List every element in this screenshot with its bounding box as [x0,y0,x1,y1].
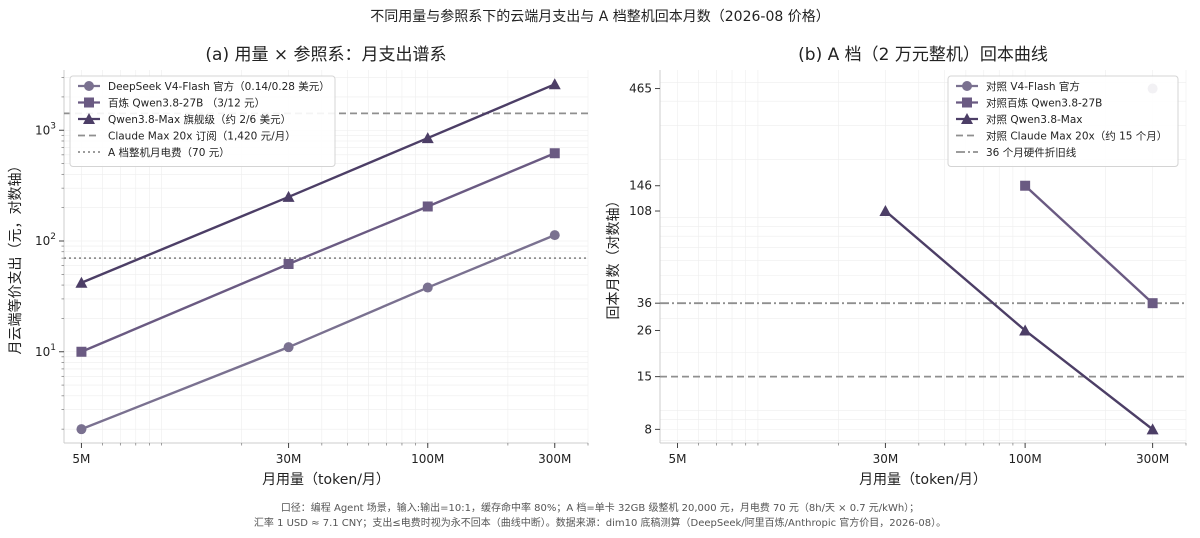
data-point [283,258,294,269]
footnote-line-2: 汇率 1 USD ≈ 7.1 CNY；支出≤电费时视为永不回本（曲线中断）。数据… [254,516,946,529]
legend-frame [69,75,336,167]
series-line [80,234,556,431]
y-tick-label-8: 8 [644,422,652,436]
y-tick-label-100: 102 [35,232,56,248]
data-point [1147,298,1158,309]
legend-entry-3: 对照 Qwen3.8-Max [986,113,1083,126]
x-axis-label: 月用量（token/月） [262,472,390,488]
data-point [75,276,88,288]
legend-swatch-marker [84,81,94,91]
data-point [76,346,87,357]
legend: DeepSeek V4-Flash 官方（0.14/0.28 美元） 百炼 Qwe… [69,75,336,167]
legend-entry-5: A 档整机月电费（70 元） [108,146,230,159]
panel-b-payback-curve: 5M 30M 100M 300M 8 15 26 36 108 146 465 (b) A 档（2 万… [606,45,1187,488]
data-point [549,230,560,241]
series-line [884,210,1154,431]
series-2 [1020,180,1158,309]
series-line [80,152,556,353]
legend-swatch-marker [961,113,973,124]
y-axis-label: 回本月数（对数轴） [606,194,622,320]
x-tick-label-5m: 5M [669,452,687,466]
y-tick-label-465: 465 [629,82,652,96]
legend-frame [947,75,1179,167]
data-point [879,205,892,217]
legend-entry-4: Claude Max 20x 订阅（1,420 元/月） [108,130,296,143]
legend-entry-5: 36 个月硬件折旧线 [986,146,1077,159]
data-point [282,190,295,202]
y-tick-label-108: 108 [629,204,652,218]
x-axis-label: 月用量（token/月） [859,472,987,488]
y-tick-label-1000: 103 [35,121,56,137]
x-tick-label-100m: 100M [1008,452,1041,466]
footnote-line-1: 口径：编程 Agent 场景，输入:输出=10:1，缓存命中率 80%；A 档=… [281,501,919,514]
y-tick-label-36: 36 [637,296,652,310]
data-point [76,424,87,435]
legend-entry-4: 对照 Claude Max 20x（约 15 个月） [986,130,1167,143]
legend-swatch-marker [83,113,95,124]
x-tick-label-300m: 300M [1136,452,1169,466]
legend-entry-3: Qwen3.8-Max 旗舰级（约 2/6 美元） [108,113,291,126]
x-tick-label-5m: 5M [72,452,90,466]
data-point [1146,423,1159,435]
y-tick-label-15: 15 [637,370,652,384]
y-tick-label-146: 146 [629,179,652,193]
series-3 [879,205,1159,435]
panel-a-monthly-spend: 5M 30M 100M 300M 101 102 103 (a) 用量 × 参照系：月支出谱系… [7,45,589,488]
data-point [548,78,561,90]
legend-swatch-marker [962,97,972,108]
figure-title: 不同用量与参照系下的云端月支出与 A 档整机回本月数（2026-08 价格） [370,8,829,25]
x-tick-label-100m: 100M [411,452,444,466]
panel-title: (a) 用量 × 参照系：月支出谱系 [205,45,446,65]
y-tick-label-10: 101 [35,343,56,359]
series-2 [76,148,560,357]
x-tick-label-30m: 30M [873,452,899,466]
series-line [1024,184,1154,305]
data-point [421,132,434,144]
data-point [1020,180,1031,191]
legend-swatch-marker [84,97,94,108]
data-point [283,342,294,353]
series-1 [76,230,560,435]
series-3 [75,78,561,288]
legend-entry-1: 对照 V4-Flash 官方 [986,80,1080,93]
series-line [80,83,556,284]
data-point [1019,324,1032,336]
legend-entry-1: DeepSeek V4-Flash 官方（0.14/0.28 美元） [108,80,330,93]
x-tick-label-30m: 30M [276,452,302,466]
x-tick-label-300m: 300M [538,452,571,466]
legend-entry-2: 百炼 Qwen3.8-27B （3/12 元） [108,97,265,110]
data-point [549,148,560,159]
data-point [422,201,433,212]
panel-title: (b) A 档（2 万元整机）回本曲线 [798,45,1048,65]
legend-entry-2: 对照百炼 Qwen3.8-27B [986,97,1102,110]
y-tick-label-26: 26 [637,323,652,337]
legend-swatch-marker [962,81,972,91]
data-point [422,282,433,293]
y-axis-label: 月云端等价支出（元，对数轴） [7,159,24,355]
